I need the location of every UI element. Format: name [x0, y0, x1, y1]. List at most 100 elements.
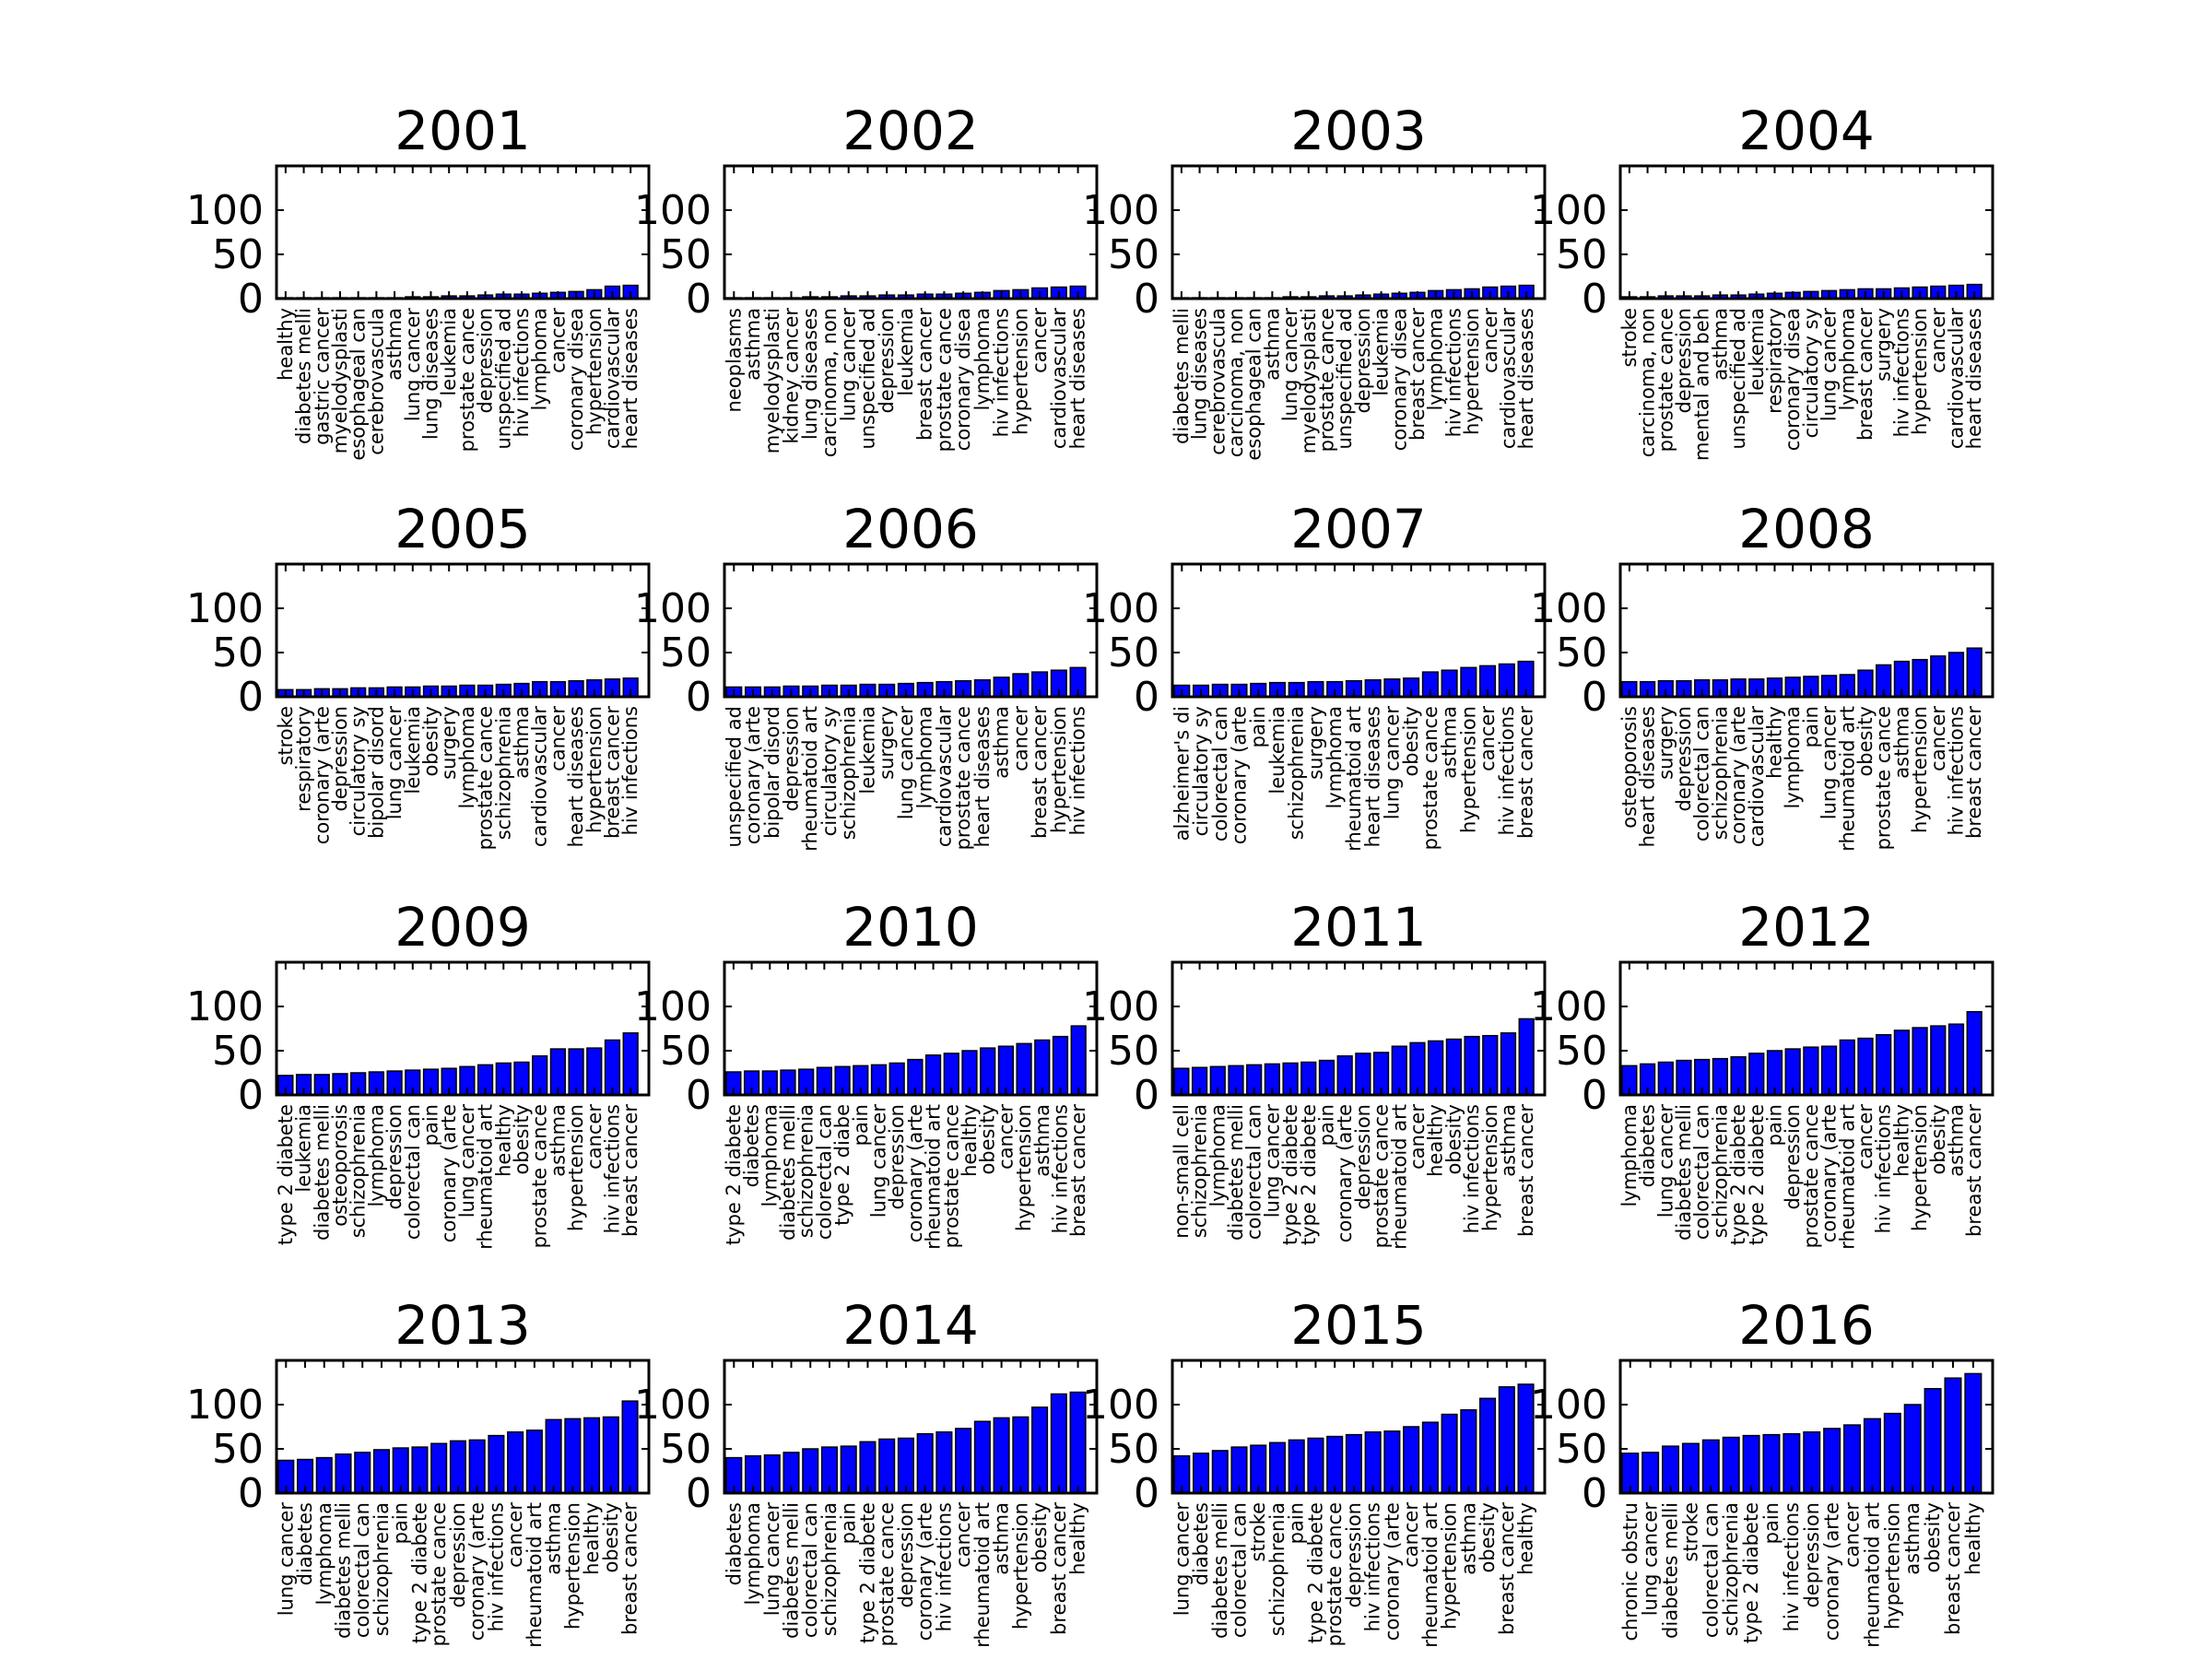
- x-tick-label: hiv infections: [1049, 1104, 1071, 1233]
- bar: [1903, 1404, 1922, 1494]
- subplot-title: 2005: [394, 498, 531, 560]
- x-tick-label: stroke: [1679, 1502, 1701, 1562]
- x-tick-label: coronary disea: [565, 308, 587, 451]
- x-tick-label: lung cancer: [895, 706, 917, 820]
- bar: [993, 1417, 1010, 1494]
- x-tick-label: lymphoma: [313, 1502, 335, 1606]
- x-tick-label: diabetes: [723, 1502, 745, 1585]
- x-tick-label: healthy: [1425, 1104, 1447, 1177]
- bar: [1876, 1033, 1892, 1096]
- x-tick-label: cerebrovascula: [1206, 308, 1229, 455]
- y-tick-label: 0: [238, 1072, 264, 1119]
- x-tick-label: lymphoma: [1836, 308, 1858, 411]
- y-tick-label: 50: [212, 1426, 264, 1473]
- x-tick-label: prostate cance: [456, 308, 478, 452]
- x-tick-label: osteoporosis: [1618, 706, 1641, 829]
- bar: [1441, 1413, 1458, 1494]
- x-tick-label: healthy: [1962, 1502, 1984, 1575]
- x-tick-label: lymphoma: [365, 1104, 387, 1207]
- x-tick-label: circulatory sy: [1800, 308, 1822, 438]
- x-tick-label: lymphoma: [1206, 1104, 1229, 1207]
- x-tick-label: neoplasms: [723, 308, 745, 412]
- x-tick-label: leukemia: [438, 308, 460, 396]
- x-tick-label: esophageal can: [347, 308, 370, 461]
- x-tick-label: lymphoma: [971, 308, 994, 411]
- x-tick-label: coronary disea: [1388, 308, 1410, 451]
- x-tick-label: unspecified ad: [723, 706, 745, 848]
- y-tick-label: 100: [1082, 1382, 1159, 1429]
- y-tick-label: 100: [634, 187, 712, 234]
- x-tick-label: obesity: [1442, 1104, 1465, 1175]
- x-tick-label: type 2 diabete: [1746, 1104, 1768, 1245]
- x-tick-label: obesity: [600, 1502, 622, 1573]
- x-tick-label: coronary disea: [1782, 308, 1804, 451]
- x-tick-label: healthy: [492, 1104, 514, 1177]
- x-tick-label: hypertension: [1479, 1104, 1501, 1231]
- x-tick-label: cancer: [547, 308, 569, 373]
- axes-frame: [723, 1359, 1099, 1495]
- x-tick-label: unspecified ad: [1727, 308, 1749, 450]
- axes-frame: [1171, 562, 1547, 699]
- axes-frame: [275, 562, 651, 699]
- x-tick-label: lung cancer: [402, 308, 424, 422]
- bar: [1912, 1027, 1928, 1096]
- x-tick-label: hiv infections: [485, 1502, 507, 1631]
- x-tick-label: prostate cance: [1800, 1104, 1822, 1248]
- x-tick-label: heart diseases: [565, 706, 587, 847]
- x-tick-label: depression: [1343, 1502, 1365, 1608]
- axes-frame: [275, 164, 651, 300]
- axes-frame: [1171, 960, 1547, 1097]
- x-tick-label: lung cancer: [1818, 706, 1841, 820]
- bar: [1421, 1421, 1439, 1494]
- bar: [488, 1434, 505, 1494]
- x-tick-label: obesity: [1922, 1502, 1944, 1573]
- x-tick-label: prostate cance: [940, 1104, 962, 1248]
- x-tick-label: breast cancer: [1067, 1104, 1089, 1237]
- x-tick-label: diabetes: [1190, 1502, 1212, 1585]
- x-tick-label: asthma: [1439, 706, 1461, 779]
- bar: [430, 1442, 448, 1494]
- x-tick-label: breast cancer: [619, 1502, 641, 1635]
- x-tick-label: pain: [838, 1502, 860, 1544]
- x-tick-label: schizophrenia: [1709, 1104, 1731, 1238]
- subplot-2010: 2010 type 2 diabetediabeteslymphomadiabet…: [634, 896, 1099, 1250]
- x-tick-label: cancer: [1854, 1104, 1877, 1170]
- bar: [1268, 1441, 1287, 1494]
- x-tick-label: lung diseases: [1189, 308, 1211, 440]
- x-tick-label: rheumatoid art: [1419, 1502, 1441, 1648]
- x-tick-label: healthy: [1515, 1502, 1537, 1575]
- axes-frame: [723, 960, 1099, 1097]
- x-tick-label: coronary (arte: [1229, 706, 1251, 844]
- y-tick-label: 100: [1530, 1382, 1607, 1429]
- bar: [859, 1441, 877, 1494]
- x-tick-label: stroke: [1247, 1502, 1269, 1562]
- x-tick-label: schizophrenia: [347, 1104, 370, 1238]
- bar: [1383, 1430, 1401, 1494]
- x-tick-label: non-small cell: [1171, 1104, 1193, 1239]
- bar: [1966, 1011, 1983, 1096]
- bar: [1701, 1439, 1720, 1494]
- x-tick-label: pain: [1760, 1502, 1783, 1544]
- x-tick-label: heart diseases: [1637, 706, 1659, 847]
- x-tick-label: esophageal can: [1243, 308, 1265, 461]
- bar: [1944, 1377, 1962, 1494]
- subplot-title: 2007: [1290, 498, 1427, 560]
- x-tick-label: lung cancer: [1279, 308, 1301, 422]
- bar: [604, 1039, 621, 1096]
- x-tick-label: lung cancer: [383, 706, 406, 820]
- x-tick-label: lung cancer: [1818, 308, 1841, 422]
- x-tick-label: lymphoma: [759, 1104, 781, 1207]
- x-tick-label: prostate cance: [1371, 1104, 1393, 1248]
- y-tick-label: 0: [238, 1470, 264, 1517]
- bar: [602, 1416, 619, 1494]
- x-tick-label: depression: [1352, 308, 1374, 414]
- bar: [1863, 1418, 1881, 1494]
- y-tick-label: 50: [1556, 231, 1607, 278]
- x-tick-label: prostate cance: [428, 1502, 450, 1646]
